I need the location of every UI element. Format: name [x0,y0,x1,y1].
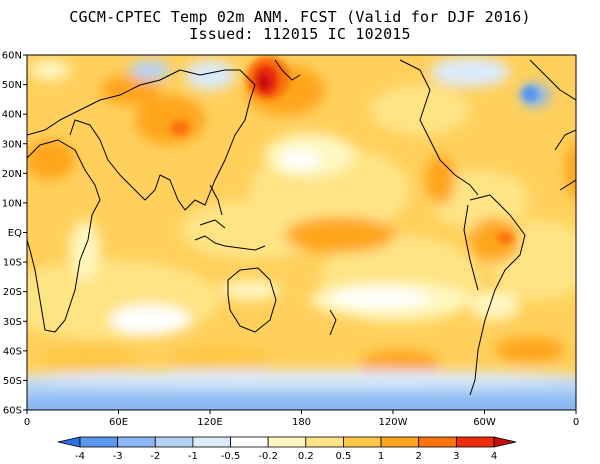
lon-tick-label: 60E [109,417,128,428]
lat-tick-label: 60S [3,406,22,417]
map-subtitle: Issued: 112015 IC 102015 [189,25,411,43]
lat-tick-label: 50N [2,80,22,91]
legend-swatch [380,436,420,448]
legend-label: 2 [416,451,422,462]
lat-tick-label: 10N [2,198,22,209]
lat-tick-label: 40S [3,346,22,357]
longitude-axis: 0 60E 120E 180 120W 60W 0 [24,410,579,428]
lat-tick-label: 20N [2,169,22,180]
legend-label: -2 [150,451,160,462]
legend-swatch [192,436,231,448]
legend-label: -1 [188,451,198,462]
lat-tick-label: 30S [3,317,22,328]
legend-swatch [154,436,194,448]
legend-swatch [230,436,269,448]
legend-swatch [267,436,307,448]
lat-tick-label: EQ [8,228,22,239]
legend-swatch [493,436,517,448]
lon-tick-label: 180 [292,417,311,428]
color-legend: -4 -3 -2 -1 -0.5 -0.2 0.2 0.5 1 2 3 4 [57,436,517,462]
legend-swatch [79,436,119,448]
legend-label: 0.5 [336,451,352,462]
latitude-axis: 60N 50N 40N 30N 20N 10N EQ 10S 20S 30S 40S 50S 60S [2,51,27,417]
legend-label: -0.2 [258,451,278,462]
lat-tick-label: 50S [3,376,22,387]
lon-tick-label: 120E [197,417,222,428]
lat-tick-label: 40N [2,110,22,121]
legend-label: 1 [378,451,384,462]
lat-tick-label: 60N [2,51,22,62]
legend-swatch [343,436,382,448]
lat-tick-label: 20S [3,287,22,298]
legend-label: -0.5 [221,451,241,462]
legend-label: -3 [113,451,123,462]
legend-label: -4 [75,451,85,462]
coastlines [27,59,576,396]
legend-label: 3 [453,451,459,462]
lat-tick-label: 10S [3,258,22,269]
legend-label: 0.2 [298,451,314,462]
legend-swatch [57,436,81,448]
lon-tick-label: 120W [379,417,408,428]
lon-tick-label: 0 [24,417,30,428]
lon-tick-label: 60W [473,417,496,428]
legend-swatch [455,436,495,448]
legend-swatch [117,436,156,448]
legend-swatch [418,436,457,448]
anomaly-field [27,55,576,410]
legend-swatch [305,436,344,448]
lon-tick-label: 0 [573,417,579,428]
lat-tick-label: 30N [2,139,22,150]
legend-label: 4 [491,451,497,462]
map-title: CGCM-CPTEC Temp 02m ANM. FCST (Valid for… [69,8,531,26]
